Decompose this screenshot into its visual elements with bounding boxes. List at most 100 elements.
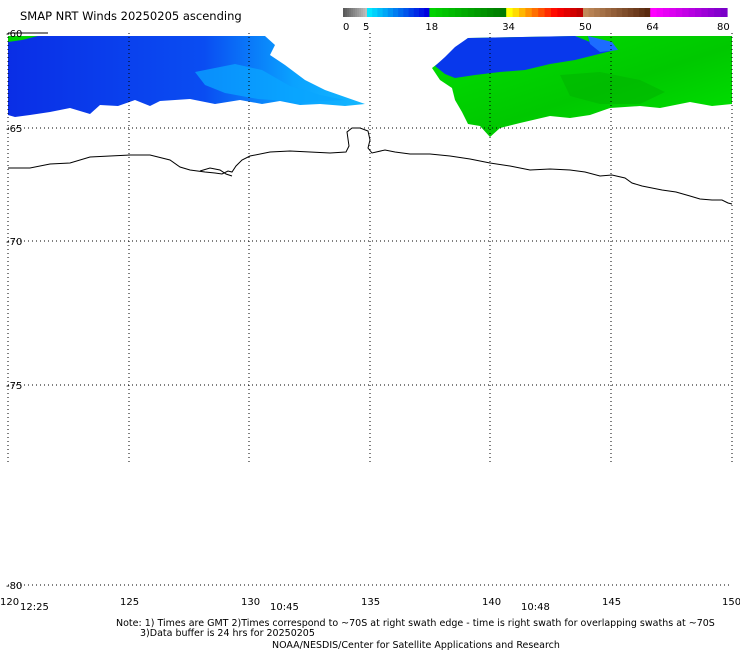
coastline-inner xyxy=(199,167,233,177)
colorbar-segment-5-4 xyxy=(675,8,683,17)
swath-right-lightblue xyxy=(588,36,618,52)
lon-label-120: 120 xyxy=(0,597,19,608)
colorbar-segment-5-1 xyxy=(656,8,664,17)
lat-label-65: -65 xyxy=(6,124,22,135)
colorbar-segment-3-6 xyxy=(544,8,552,17)
colorbar-tick-label: 34 xyxy=(502,22,515,33)
colorbar-segment-4-10 xyxy=(639,8,646,17)
colorbar-segment-3-10 xyxy=(570,8,578,17)
colorbar-segment-5-2 xyxy=(663,8,670,17)
colorbar-segment-0-1 xyxy=(345,8,348,17)
lat-lon-grid xyxy=(8,33,733,586)
colorbar-segment-1-3 xyxy=(382,8,389,17)
colorbar-segment-2-7 xyxy=(474,8,482,17)
colorbar-segment-1-9 xyxy=(413,8,420,17)
swath-left-blue xyxy=(8,36,365,117)
colorbar-segment-5-3 xyxy=(669,8,677,17)
colorbar-segment-3-11 xyxy=(576,8,584,17)
colorbar-segment-2-2 xyxy=(442,8,450,17)
colorbar-segment-2-6 xyxy=(467,8,475,17)
colorbar-tick-label: 50 xyxy=(579,22,592,33)
colorbar-segment-3-7 xyxy=(551,8,558,17)
colorbar-segment-5-9 xyxy=(707,8,715,17)
colorbar-tick-label: 64 xyxy=(646,22,659,33)
colorbar-segment-2-1 xyxy=(435,8,443,17)
colorbar-segment-0-8 xyxy=(359,8,362,17)
lon-label-145: 145 xyxy=(602,597,621,608)
colorbar-segment-5-11 xyxy=(720,8,728,17)
colorbar-segment-4-11 xyxy=(644,8,651,17)
colorbar-segment-5-10 xyxy=(714,8,722,17)
colorbar-segment-4-1 xyxy=(588,8,595,17)
swath-right-blue xyxy=(435,36,615,78)
time-label-3: 10:48 xyxy=(521,602,550,613)
colorbar-tick-label: 18 xyxy=(425,22,438,33)
note-line-1: Note: 1) Times are GMT 2)Times correspon… xyxy=(116,618,715,629)
colorbar-tick-label: 5 xyxy=(363,22,369,33)
colorbar-segment-3-3 xyxy=(525,8,533,17)
colorbar-segment-1-11 xyxy=(424,8,430,17)
colorbar-segment-5-8 xyxy=(701,8,709,17)
time-label-1: 12:25 xyxy=(20,602,49,613)
colorbar-segment-1-2 xyxy=(377,8,384,17)
colorbar-segment-3-1 xyxy=(512,8,520,17)
lat-label-60: -60 xyxy=(6,29,22,40)
swath-right-dark-green xyxy=(560,72,665,104)
colorbar-segment-0-11 xyxy=(365,8,368,17)
colorbar-segment-2-10 xyxy=(493,8,501,17)
colorbar-segment-5-0 xyxy=(650,8,658,17)
colorbar-segment-2-3 xyxy=(448,8,456,17)
map-title: SMAP NRT Winds 20250205 ascending xyxy=(20,9,242,23)
colorbar-segment-2-0 xyxy=(429,8,437,17)
lon-label-140: 140 xyxy=(482,597,501,608)
lon-label-130: 130 xyxy=(241,597,260,608)
colorbar-segment-4-4 xyxy=(605,8,612,17)
lat-label-70: -70 xyxy=(6,237,22,248)
colorbar-segment-1-0 xyxy=(367,8,373,17)
colorbar-segment-3-4 xyxy=(531,8,539,17)
swath-left-green-corner xyxy=(8,36,38,42)
colorbar-segment-2-11 xyxy=(499,8,507,17)
note-line-2: 3)Data buffer is 24 hrs for 20250205 xyxy=(140,628,315,639)
lon-label-135: 135 xyxy=(361,597,380,608)
colorbar-segment-0-7 xyxy=(357,8,360,17)
coastline xyxy=(8,127,733,205)
colorbar-segment-4-9 xyxy=(633,8,640,17)
colorbar-tick-label: 80 xyxy=(717,22,730,33)
colorbar-segment-1-7 xyxy=(403,8,410,17)
colorbar-segment-5-5 xyxy=(682,8,690,17)
colorbar-segment-1-6 xyxy=(398,8,404,17)
colorbar-segment-0-5 xyxy=(353,8,356,17)
colorbar-segment-5-7 xyxy=(695,8,702,17)
colorbar-segment-0-4 xyxy=(351,8,354,17)
colorbar-segment-3-2 xyxy=(519,8,526,17)
colorbar-segment-5-6 xyxy=(688,8,696,17)
colorbar-segment-4-7 xyxy=(622,8,629,17)
lon-label-125: 125 xyxy=(120,597,139,608)
colorbar-segment-4-5 xyxy=(611,8,618,17)
wind-speed-colorbar: 0 5 18 34 50 64 80 xyxy=(343,8,730,33)
colorbar-segment-4-6 xyxy=(616,8,623,17)
colorbar-segment-0-6 xyxy=(355,8,358,17)
colorbar-segment-1-1 xyxy=(372,8,378,17)
colorbar-segment-2-5 xyxy=(461,8,469,17)
swath-left-cyan-patch xyxy=(195,64,345,102)
colorbar-segment-2-8 xyxy=(480,8,488,17)
colorbar-segment-3-9 xyxy=(563,8,571,17)
time-label-2: 10:45 xyxy=(270,602,299,613)
colorbar-segment-1-4 xyxy=(387,8,394,17)
colorbar-segment-0-9 xyxy=(361,8,364,17)
colorbar-segment-2-9 xyxy=(487,8,494,17)
colorbar-segment-4-0 xyxy=(583,8,590,17)
colorbar-segment-0-0 xyxy=(343,8,346,17)
colorbar-segment-0-2 xyxy=(347,8,350,17)
colorbar-segment-2-4 xyxy=(455,8,462,17)
colorbar-segment-1-5 xyxy=(393,8,399,17)
colorbar-segment-4-2 xyxy=(594,8,601,17)
colorbar-segment-4-8 xyxy=(627,8,634,17)
colorbar-segment-3-0 xyxy=(506,8,514,17)
wind-swaths xyxy=(8,36,732,137)
colorbar-segment-1-10 xyxy=(419,8,425,17)
colorbar-segment-3-8 xyxy=(557,8,565,17)
